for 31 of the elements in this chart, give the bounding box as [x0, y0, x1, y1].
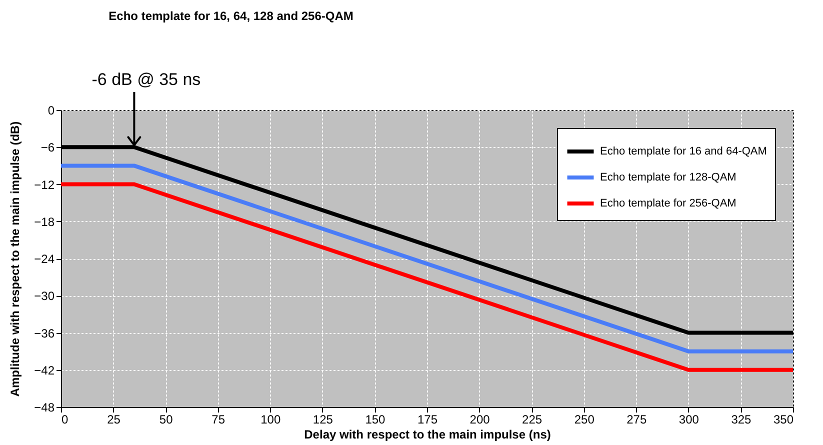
x-tick-label: 225	[522, 412, 542, 426]
x-tick-label: 100	[260, 412, 281, 426]
y-tick-label: −30	[34, 289, 55, 304]
y-tick-label: 0	[48, 104, 55, 118]
y-tick-label: −36	[34, 326, 55, 340]
annotation: -6 dB @ 35 ns	[92, 70, 201, 89]
x-tick-label: 125	[312, 412, 334, 426]
legend-label: Echo template for 256-QAM	[600, 198, 736, 210]
x-tick-label: 50	[159, 412, 174, 426]
y-tick-label: −24	[34, 252, 55, 266]
y-tick-label: −42	[34, 363, 55, 378]
x-tick-label: 300	[678, 412, 700, 426]
x-tick-label: 200	[470, 412, 490, 426]
x-tick-label: 25	[107, 412, 121, 426]
x-tick-label: 150	[365, 412, 386, 426]
x-tick-label: 250	[574, 412, 595, 426]
x-tick-label: 325	[731, 412, 752, 426]
y-tick-label: −12	[34, 178, 55, 192]
y-tick-label: −6	[40, 140, 55, 155]
x-axis-title: Delay with respect to the main impulse (ns)	[304, 428, 551, 442]
x-tick-label: 175	[417, 412, 438, 426]
y-tick-label: −48	[34, 400, 55, 414]
legend-label: Echo template for 128-QAM	[600, 172, 736, 184]
x-tick-label: 75	[212, 412, 226, 426]
legend-label: Echo template for 16 and 64-QAM	[600, 146, 767, 158]
x-tick-label: 0	[62, 412, 68, 426]
y-tick-label: −18	[34, 214, 55, 229]
x-tick-label: 350	[773, 412, 794, 426]
chart-title: Echo template for 16, 64, 128 and 256-QAM	[108, 9, 354, 23]
y-axis-title: Amplitude with respect to the main impulse (dB)	[8, 121, 22, 397]
x-tick-label: 275	[626, 412, 647, 426]
